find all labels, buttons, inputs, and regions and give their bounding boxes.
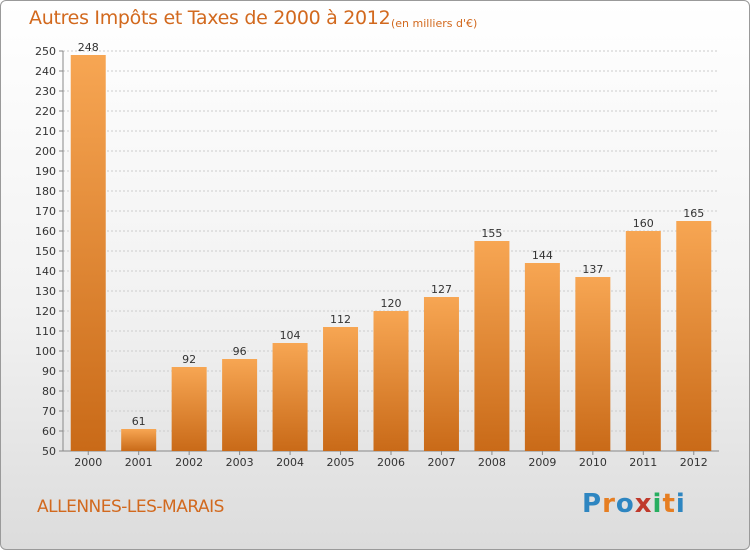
y-tick-label: 220 [35, 105, 56, 118]
x-tick-label: 2005 [327, 456, 355, 469]
x-tick-label: 2003 [226, 456, 254, 469]
y-tick-label: 190 [35, 165, 56, 178]
x-tick-label: 2008 [478, 456, 506, 469]
y-tick-label: 50 [42, 445, 56, 458]
x-tick-label: 2009 [528, 456, 556, 469]
y-tick-label: 60 [42, 425, 56, 438]
data-label: 137 [582, 263, 603, 276]
y-tick-label: 230 [35, 85, 56, 98]
logo-letter: t [662, 489, 676, 519]
x-tick-label: 2010 [579, 456, 607, 469]
bar [474, 241, 510, 451]
bar [676, 221, 712, 451]
data-label: 104 [280, 329, 301, 342]
data-label: 61 [132, 415, 146, 428]
data-label: 92 [182, 353, 196, 366]
logo-letter: i [652, 489, 663, 519]
data-label: 248 [78, 41, 99, 54]
y-tick-label: 200 [35, 145, 56, 158]
x-tick-label: 2002 [175, 456, 203, 469]
bar [272, 343, 308, 451]
logo-letter: r [602, 489, 616, 519]
logo-letter: x [634, 489, 653, 519]
y-tick-label: 80 [42, 385, 56, 398]
y-tick-label: 140 [35, 265, 56, 278]
chart-subtitle: (en milliers d'€) [391, 17, 478, 30]
y-tick-label: 120 [35, 305, 56, 318]
bar [323, 327, 359, 451]
data-label: 160 [633, 217, 654, 230]
y-tick-label: 70 [42, 405, 56, 418]
bar [625, 231, 661, 451]
bar [373, 311, 409, 451]
data-label: 144 [532, 249, 553, 262]
x-tick-label: 2006 [377, 456, 405, 469]
x-tick-label: 2000 [74, 456, 102, 469]
y-tick-label: 180 [35, 185, 56, 198]
y-tick-label: 160 [35, 225, 56, 238]
bar [121, 429, 157, 451]
y-tick-label: 110 [35, 325, 56, 338]
bar [222, 359, 258, 451]
x-tick-label: 2011 [629, 456, 657, 469]
data-label: 165 [683, 207, 704, 220]
y-tick-label: 90 [42, 365, 56, 378]
x-tick-label: 2004 [276, 456, 304, 469]
data-label: 120 [381, 297, 402, 310]
data-label: 112 [330, 313, 351, 326]
data-label: 127 [431, 283, 452, 296]
y-tick-label: 150 [35, 245, 56, 258]
y-tick-label: 170 [35, 205, 56, 218]
bar [524, 263, 560, 451]
chart-title: Autres Impôts et Taxes de 2000 à 2012 [29, 7, 391, 29]
y-tick-label: 240 [35, 65, 56, 78]
bar [171, 367, 207, 451]
bar [423, 297, 459, 451]
logo-letter: o [615, 489, 635, 519]
x-tick-label: 2007 [427, 456, 455, 469]
bar [70, 55, 106, 451]
x-tick-label: 2012 [680, 456, 708, 469]
proxiti-logo: Proxiti [582, 489, 686, 519]
x-tick-label: 2001 [125, 456, 153, 469]
y-tick-label: 250 [35, 45, 56, 58]
logo-letter: P [582, 489, 603, 519]
place-name: ALLENNES-LES-MARAIS [37, 497, 224, 517]
logo-letter: i [675, 489, 686, 519]
data-label: 96 [233, 345, 247, 358]
y-tick-label: 130 [35, 285, 56, 298]
bar [575, 277, 611, 451]
y-tick-label: 100 [35, 345, 56, 358]
data-label: 155 [481, 227, 502, 240]
y-tick-label: 210 [35, 125, 56, 138]
